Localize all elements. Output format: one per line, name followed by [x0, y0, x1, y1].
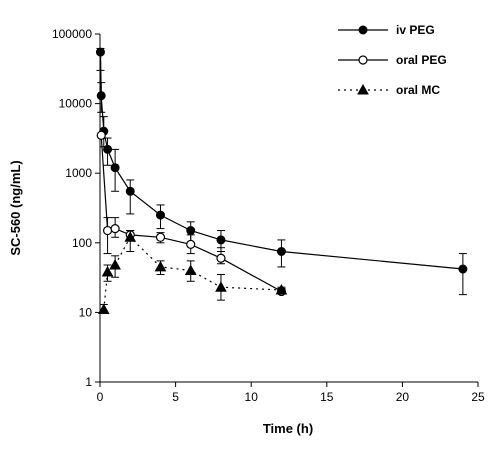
legend-marker-oral-peg	[358, 55, 368, 65]
x-tick-label: 5	[172, 390, 179, 404]
data-point-iv-peg	[103, 144, 113, 154]
y-tick-label: 1	[85, 375, 92, 389]
data-point-oral-peg	[155, 232, 166, 242]
y-axis-title: SC-560 (ng/mL)	[8, 160, 23, 255]
data-point-oral-mc	[124, 231, 137, 242]
data-point-oral-mc	[97, 303, 110, 315]
data-point-oral-mc	[215, 281, 227, 292]
legend-label-iv-peg: iv PEG	[396, 23, 435, 37]
y-tick-label: 1000	[65, 166, 92, 180]
data-point-iv-peg	[95, 47, 105, 57]
data-point-iv-peg	[458, 264, 468, 274]
data-point-oral-mc	[109, 258, 121, 270]
data-point-iv-peg	[216, 235, 226, 245]
data-point-oral-peg	[110, 223, 120, 234]
data-point-oral-mc	[101, 266, 114, 277]
data-point-oral-mc	[275, 283, 288, 295]
legend-label-oral-mc: oral MC	[396, 83, 440, 97]
legend-marker-iv-peg	[358, 25, 368, 35]
data-point-iv-peg	[186, 226, 196, 236]
y-tick-label: 100	[72, 236, 92, 250]
data-point-oral-peg	[96, 130, 106, 140]
data-point-oral-mc	[184, 264, 197, 275]
x-tick-label: 10	[245, 390, 259, 404]
data-point-iv-peg	[155, 210, 165, 220]
series-line-oral-mc	[103, 236, 282, 310]
legend-label-oral-peg: oral PEG	[396, 53, 447, 67]
data-point-oral-mc	[154, 260, 167, 272]
data-point-iv-peg	[125, 186, 135, 196]
x-tick-label: 20	[396, 390, 410, 404]
data-point-oral-peg	[216, 253, 226, 263]
legend-marker-oral-mc	[357, 83, 369, 95]
x-tick-label: 25	[471, 390, 485, 404]
data-point-iv-peg	[276, 246, 286, 256]
data-point-iv-peg	[110, 163, 120, 173]
data-point-oral-peg	[102, 225, 113, 236]
data-point-iv-peg	[96, 91, 106, 101]
x-tick-label: 15	[320, 390, 334, 404]
y-tick-label: 100000	[52, 27, 92, 41]
y-tick-label: 10	[79, 305, 93, 319]
y-tick-label: 10000	[59, 97, 93, 111]
x-axis-title: Time (h)	[263, 421, 313, 436]
data-point-oral-peg	[186, 239, 196, 249]
x-tick-label: 0	[97, 390, 104, 404]
